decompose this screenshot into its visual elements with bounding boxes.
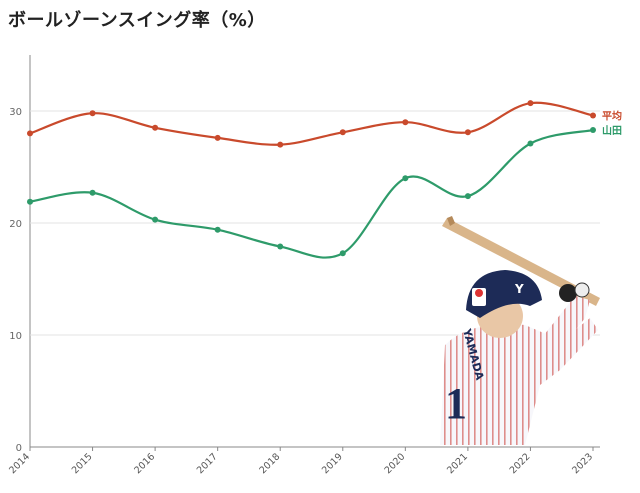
y-tick-label: 10 bbox=[9, 331, 22, 342]
x-tick-label: 2021 bbox=[445, 451, 470, 476]
x-tick-label: 2023 bbox=[570, 451, 595, 476]
y-tick-label: 20 bbox=[9, 219, 22, 230]
data-point bbox=[214, 134, 221, 141]
data-point bbox=[402, 119, 409, 126]
series-line-1 bbox=[29, 128, 594, 259]
x-tick-label: 2014 bbox=[7, 451, 32, 476]
data-point bbox=[590, 127, 596, 134]
x-tick-label: 2018 bbox=[257, 451, 282, 476]
x-tick-label: 2019 bbox=[320, 451, 345, 476]
x-tick-label: 2020 bbox=[383, 451, 408, 476]
uniform-number: 1 bbox=[445, 379, 467, 428]
data-point bbox=[402, 175, 409, 182]
data-point bbox=[527, 100, 534, 107]
y-tick-label: 0 bbox=[16, 443, 22, 454]
data-point bbox=[27, 130, 33, 137]
y-tick-label: 30 bbox=[9, 107, 22, 118]
baseball-batter-photo: Y YAMADA 1 bbox=[440, 216, 600, 445]
data-point bbox=[89, 110, 96, 117]
data-point bbox=[277, 243, 284, 250]
data-point bbox=[214, 226, 221, 233]
svg-text:Y: Y bbox=[514, 282, 524, 296]
chart-title: ボールゾーンスイング率（%） bbox=[8, 10, 266, 31]
x-tick-label: 2017 bbox=[195, 451, 220, 476]
data-point bbox=[464, 193, 471, 200]
data-point bbox=[277, 141, 284, 148]
data-point bbox=[464, 129, 471, 136]
x-tick-label: 2015 bbox=[70, 451, 95, 476]
x-tick-label: 2016 bbox=[132, 451, 157, 476]
data-point bbox=[89, 189, 96, 196]
data-point bbox=[27, 198, 33, 205]
series-line-0 bbox=[29, 101, 594, 146]
data-point bbox=[590, 112, 596, 119]
data-point bbox=[152, 216, 159, 223]
series-label: 平均 bbox=[602, 109, 622, 122]
x-tick-label: 2022 bbox=[508, 451, 533, 476]
data-point bbox=[339, 250, 346, 257]
data-point bbox=[152, 124, 159, 131]
data-point bbox=[527, 140, 534, 147]
series-label: 山田 bbox=[602, 124, 622, 137]
data-point bbox=[339, 129, 346, 136]
